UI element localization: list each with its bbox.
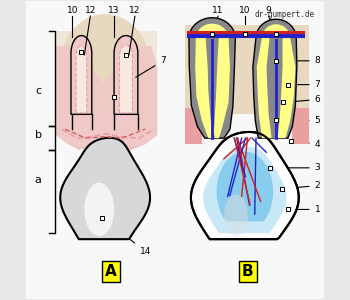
Text: b: b xyxy=(35,130,42,140)
Text: B: B xyxy=(242,264,254,279)
Text: 11: 11 xyxy=(212,6,224,15)
Polygon shape xyxy=(253,19,297,138)
Polygon shape xyxy=(59,105,157,150)
Text: dr-gumpert.de: dr-gumpert.de xyxy=(254,10,315,19)
Polygon shape xyxy=(76,46,87,113)
Polygon shape xyxy=(114,36,138,114)
Text: 10: 10 xyxy=(239,6,251,15)
Polygon shape xyxy=(224,195,248,236)
Polygon shape xyxy=(205,31,219,138)
Polygon shape xyxy=(56,46,157,150)
FancyBboxPatch shape xyxy=(23,0,327,300)
Text: 1: 1 xyxy=(291,205,321,214)
Polygon shape xyxy=(56,46,157,150)
Text: 12: 12 xyxy=(129,6,141,15)
Ellipse shape xyxy=(61,15,150,119)
Polygon shape xyxy=(71,36,92,114)
Text: 14: 14 xyxy=(104,220,151,256)
Polygon shape xyxy=(217,152,273,221)
FancyBboxPatch shape xyxy=(292,108,309,144)
Text: 4: 4 xyxy=(294,140,320,148)
Polygon shape xyxy=(191,132,299,239)
Text: 13: 13 xyxy=(108,6,120,15)
FancyBboxPatch shape xyxy=(186,25,309,114)
Polygon shape xyxy=(84,183,114,236)
Polygon shape xyxy=(195,24,230,138)
Text: 7: 7 xyxy=(291,80,321,89)
Text: 7: 7 xyxy=(136,56,166,77)
Text: a: a xyxy=(35,175,42,185)
FancyBboxPatch shape xyxy=(56,31,157,114)
Polygon shape xyxy=(189,18,235,138)
Text: 12: 12 xyxy=(85,6,96,15)
Text: 6: 6 xyxy=(286,95,321,104)
Text: 3: 3 xyxy=(273,163,321,172)
Polygon shape xyxy=(60,138,150,239)
Polygon shape xyxy=(257,24,295,138)
FancyBboxPatch shape xyxy=(186,108,202,144)
Text: c: c xyxy=(35,85,41,96)
Text: 5: 5 xyxy=(279,116,321,125)
Text: 2: 2 xyxy=(285,181,320,190)
Polygon shape xyxy=(119,45,133,113)
Text: 9: 9 xyxy=(266,6,272,15)
Text: A: A xyxy=(105,264,117,279)
Text: 8: 8 xyxy=(279,56,321,65)
Text: 10: 10 xyxy=(67,6,78,15)
Polygon shape xyxy=(267,32,282,138)
Polygon shape xyxy=(203,147,287,233)
